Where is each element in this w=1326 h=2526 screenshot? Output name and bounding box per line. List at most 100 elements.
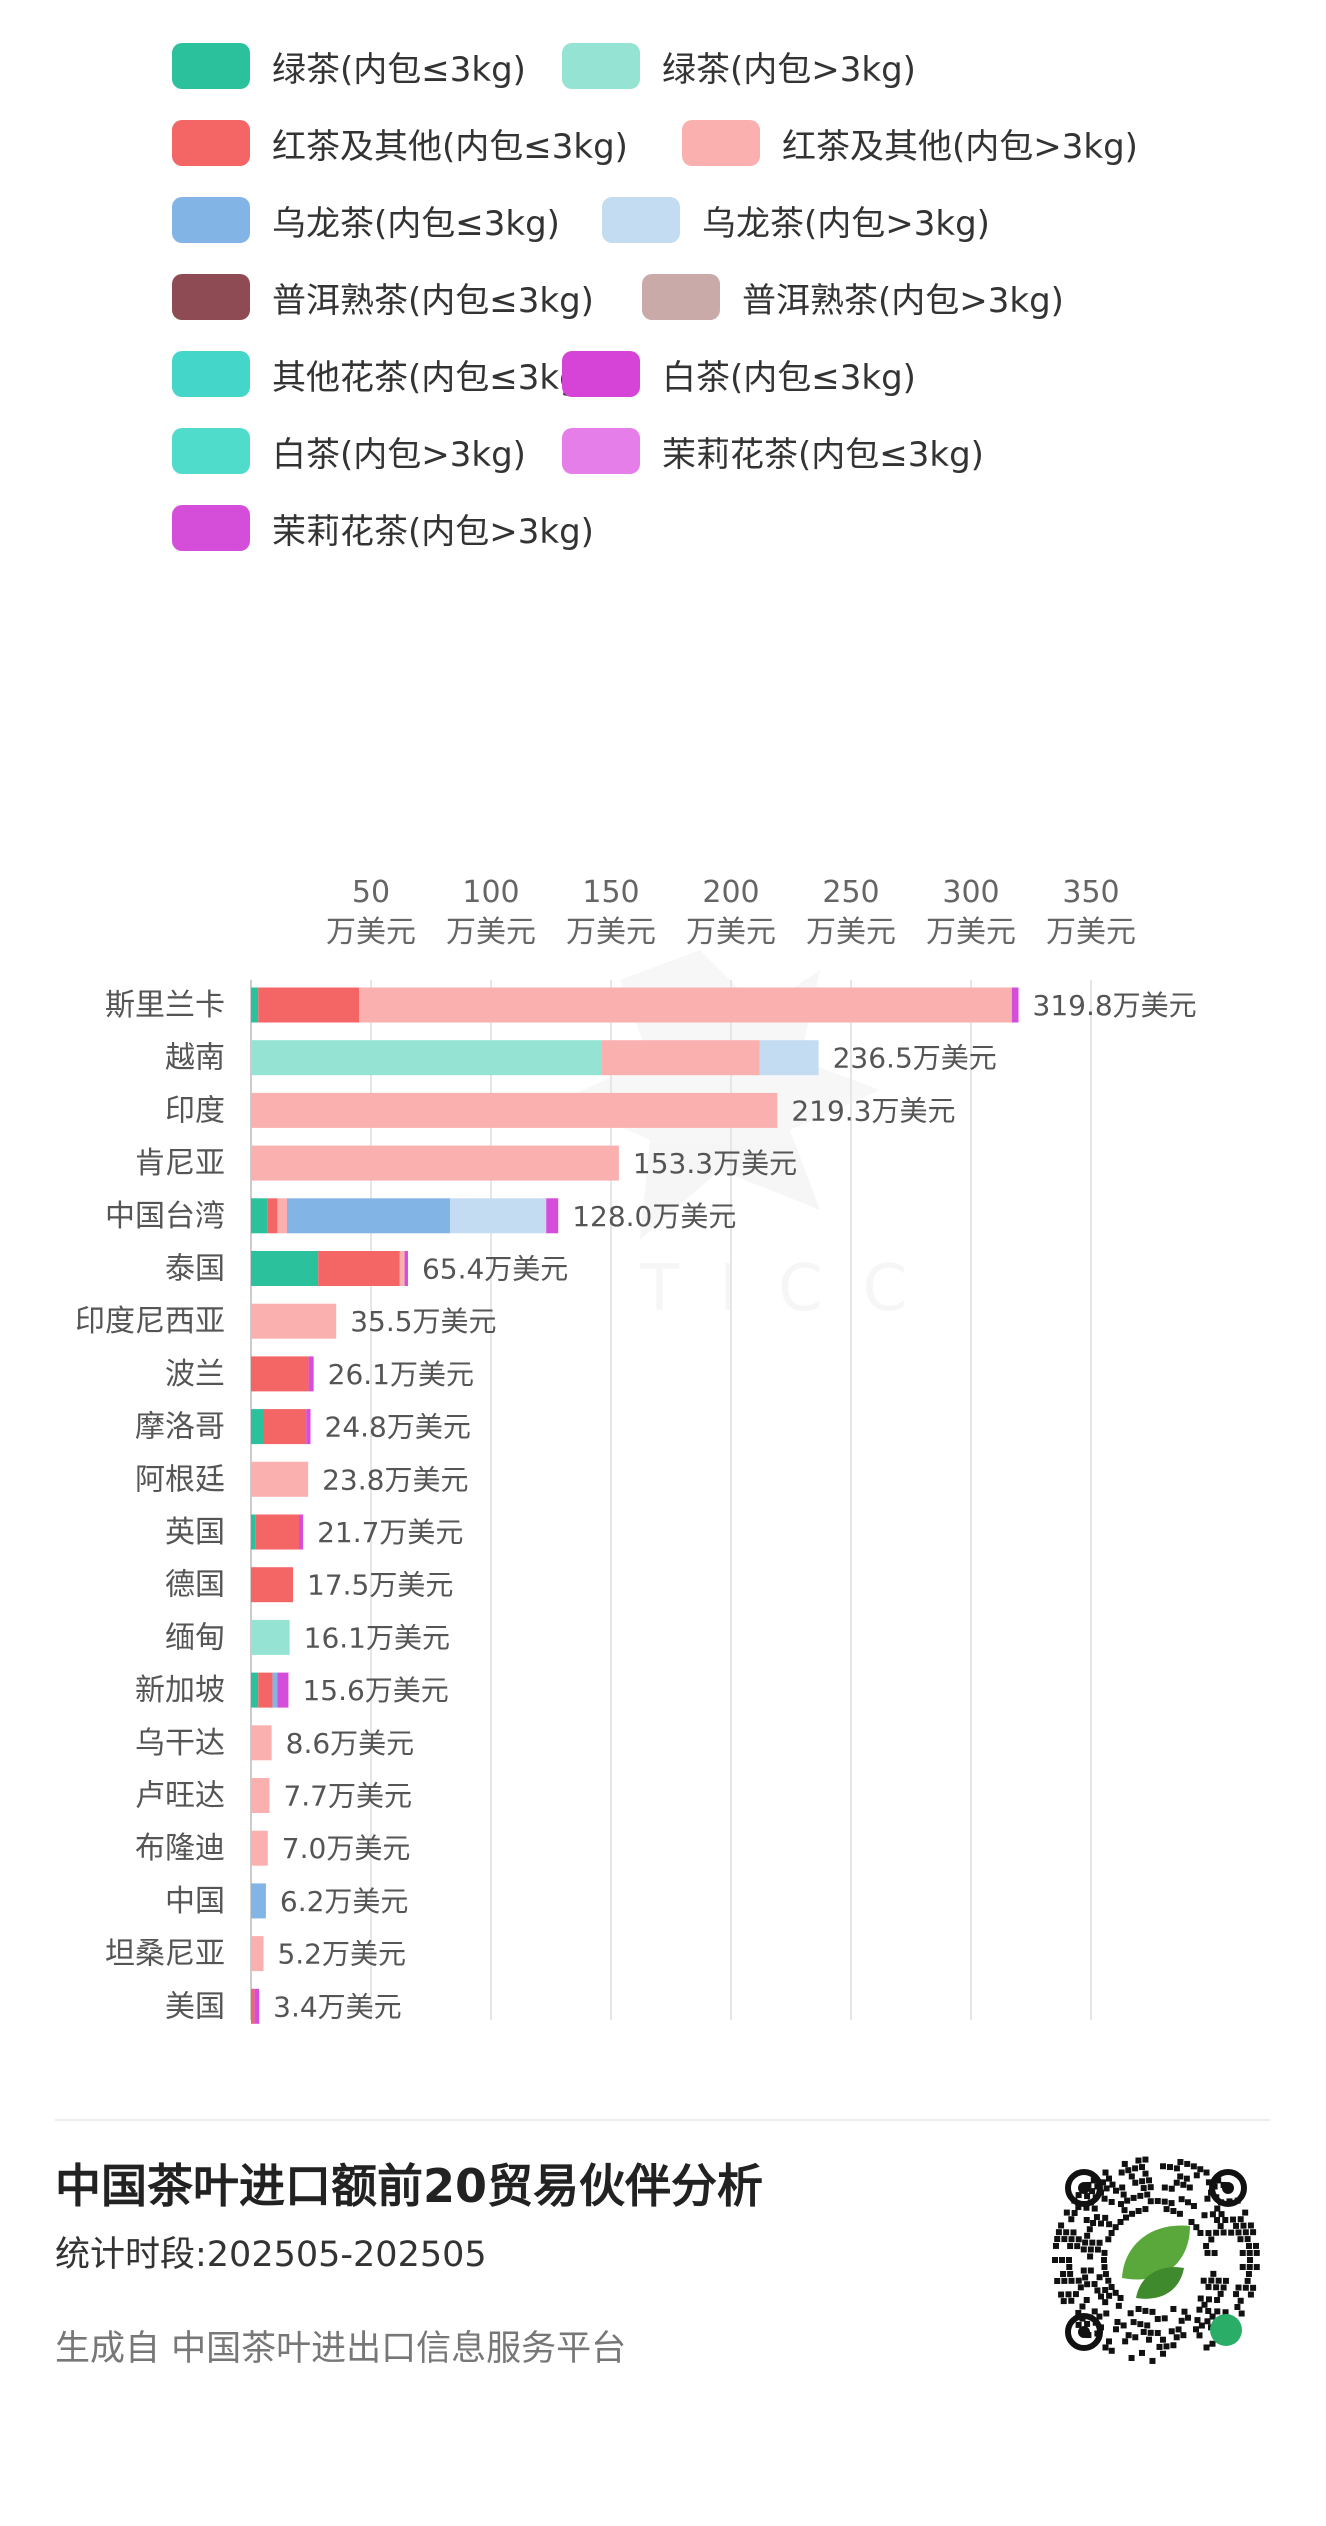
bar-segment bbox=[251, 1725, 272, 1761]
legend-swatch bbox=[172, 43, 250, 89]
legend-swatch bbox=[172, 197, 250, 243]
legend-label: 乌龙茶(内包>3kg) bbox=[702, 203, 990, 244]
data-label: 6.2万美元 bbox=[280, 1885, 409, 1918]
legend-label: 红茶及其他(内包≤3kg) bbox=[272, 126, 628, 167]
bar-segment bbox=[399, 1251, 405, 1286]
legend-label: 乌龙茶(内包≤3kg) bbox=[272, 203, 560, 244]
data-label: 7.7万美元 bbox=[283, 1780, 412, 1813]
bar-segment bbox=[359, 987, 1012, 1023]
legend-swatch bbox=[562, 428, 640, 474]
bar-segment bbox=[1011, 987, 1019, 1023]
legend-item[interactable]: 白茶(内包>3kg) bbox=[172, 423, 526, 479]
data-label: 35.5万美元 bbox=[350, 1305, 496, 1338]
legend-item[interactable]: 红茶及其他(内包≤3kg) bbox=[172, 115, 628, 171]
x-tick-label: 100 bbox=[462, 875, 519, 910]
bar-segment bbox=[251, 987, 259, 1023]
legend-swatch bbox=[172, 505, 250, 551]
data-label: 16.1万美元 bbox=[304, 1621, 450, 1654]
x-tick-unit: 万美元 bbox=[566, 915, 656, 950]
legend-label: 绿茶(内包≤3kg) bbox=[272, 49, 526, 90]
bar-segment bbox=[251, 1567, 293, 1603]
category-label: 肯尼亚 bbox=[135, 1146, 225, 1181]
bar-segment bbox=[601, 1040, 760, 1076]
data-label: 128.0万美元 bbox=[572, 1200, 736, 1233]
category-label: 坦桑尼亚 bbox=[105, 1937, 225, 1972]
legend-item[interactable]: 普洱熟茶(内包≤3kg) bbox=[172, 269, 594, 325]
category-label: 卢旺达 bbox=[135, 1779, 225, 1814]
legend-item[interactable]: 白茶(内包≤3kg) bbox=[562, 346, 916, 402]
legend-swatch bbox=[172, 428, 250, 474]
x-tick-label: 250 bbox=[822, 875, 879, 910]
bar-segment bbox=[546, 1198, 559, 1234]
bar-segment bbox=[251, 1461, 309, 1497]
bar-segment bbox=[267, 1198, 278, 1234]
category-label: 斯里兰卡 bbox=[105, 988, 225, 1023]
data-label: 319.8万美元 bbox=[1033, 989, 1197, 1022]
data-label: 153.3万美元 bbox=[633, 1147, 797, 1180]
legend-item[interactable]: 绿茶(内包>3kg) bbox=[562, 38, 916, 94]
chart-legend: 绿茶(内包≤3kg) 绿茶(内包>3kg) 红茶及其他(内包≤3kg) 红茶及其他(内… bbox=[0, 0, 1326, 620]
legend-swatch bbox=[172, 351, 250, 397]
bar-segment bbox=[306, 1409, 311, 1445]
legend-label: 红茶及其他(内包>3kg) bbox=[782, 126, 1138, 167]
legend-item[interactable]: 其他花茶(内包≤3kg) bbox=[172, 346, 594, 402]
legend-item[interactable]: 乌龙茶(内包≤3kg) bbox=[172, 192, 560, 248]
legend-label: 绿茶(内包>3kg) bbox=[662, 49, 916, 90]
category-label: 阿根廷 bbox=[135, 1462, 225, 1497]
bar-segment bbox=[251, 1198, 268, 1234]
bar-segment bbox=[251, 1356, 309, 1392]
data-label: 23.8万美元 bbox=[322, 1463, 468, 1496]
x-tick-label: 350 bbox=[1062, 875, 1119, 910]
data-label: 7.0万美元 bbox=[282, 1832, 411, 1865]
x-tick-label: 150 bbox=[582, 875, 639, 910]
legend-swatch bbox=[562, 351, 640, 397]
bar-segment bbox=[251, 1830, 268, 1866]
legend-label: 茉莉花茶(内包≤3kg) bbox=[662, 434, 984, 475]
category-label: 德国 bbox=[165, 1568, 225, 1603]
footer-period: 统计时段:202505-202505 bbox=[55, 2235, 487, 2275]
legend-item[interactable]: 红茶及其他(内包>3kg) bbox=[682, 115, 1138, 171]
data-label: 8.6万美元 bbox=[286, 1727, 415, 1760]
legend-label: 茉莉花茶(内包>3kg) bbox=[272, 511, 594, 552]
category-label: 布隆迪 bbox=[135, 1831, 225, 1866]
bar-segment bbox=[277, 1672, 289, 1708]
category-label: 新加坡 bbox=[135, 1673, 225, 1708]
x-tick-label: 300 bbox=[942, 875, 999, 910]
bar-segment bbox=[251, 1251, 319, 1286]
category-label: 波兰 bbox=[165, 1357, 225, 1392]
bar-segment bbox=[450, 1198, 547, 1234]
data-label: 21.7万美元 bbox=[317, 1516, 463, 1549]
watermark-text: TICC bbox=[639, 1252, 947, 1326]
bar-segment bbox=[308, 1356, 314, 1392]
qr-code-icon[interactable] bbox=[1044, 2148, 1268, 2372]
bar-segment bbox=[251, 1145, 619, 1181]
legend-item[interactable]: 普洱熟茶(内包>3kg) bbox=[642, 269, 1064, 325]
bar-segment bbox=[299, 1514, 304, 1550]
bar-segment bbox=[251, 1778, 270, 1813]
bar-chart: TICC 50 万美元 100 万美元 150 万美元 200 万美元 250 万美元 300 万美元 3… bbox=[75, 875, 1197, 2024]
legend-swatch bbox=[682, 120, 760, 166]
legend-item[interactable]: 茉莉花茶(内包≤3kg) bbox=[562, 423, 984, 479]
bar-segment bbox=[258, 1672, 273, 1708]
legend-swatch bbox=[172, 120, 250, 166]
data-label: 236.5万美元 bbox=[833, 1042, 997, 1075]
bar-segment bbox=[251, 1514, 256, 1550]
legend-item[interactable]: 茉莉花茶(内包>3kg) bbox=[172, 500, 594, 556]
x-tick-label: 200 bbox=[702, 875, 759, 910]
bar-segment bbox=[404, 1251, 408, 1286]
bar-segment bbox=[263, 1409, 307, 1445]
data-label: 219.3万美元 bbox=[791, 1094, 955, 1127]
legend-item[interactable]: 绿茶(内包≤3kg) bbox=[172, 38, 526, 94]
category-label: 泰国 bbox=[165, 1252, 225, 1287]
category-label: 越南 bbox=[165, 1041, 225, 1076]
category-label: 美国 bbox=[165, 1989, 225, 2024]
x-tick-label: 50 bbox=[352, 875, 390, 910]
legend-item[interactable]: 乌龙茶(内包>3kg) bbox=[602, 192, 990, 248]
category-label: 英国 bbox=[165, 1515, 225, 1550]
x-tick-unit: 万美元 bbox=[446, 915, 536, 950]
bar-segment bbox=[287, 1198, 451, 1234]
legend-swatch bbox=[562, 43, 640, 89]
data-label: 5.2万美元 bbox=[277, 1938, 406, 1971]
data-label: 3.4万美元 bbox=[273, 1990, 402, 2023]
category-label: 乌干达 bbox=[135, 1726, 225, 1761]
